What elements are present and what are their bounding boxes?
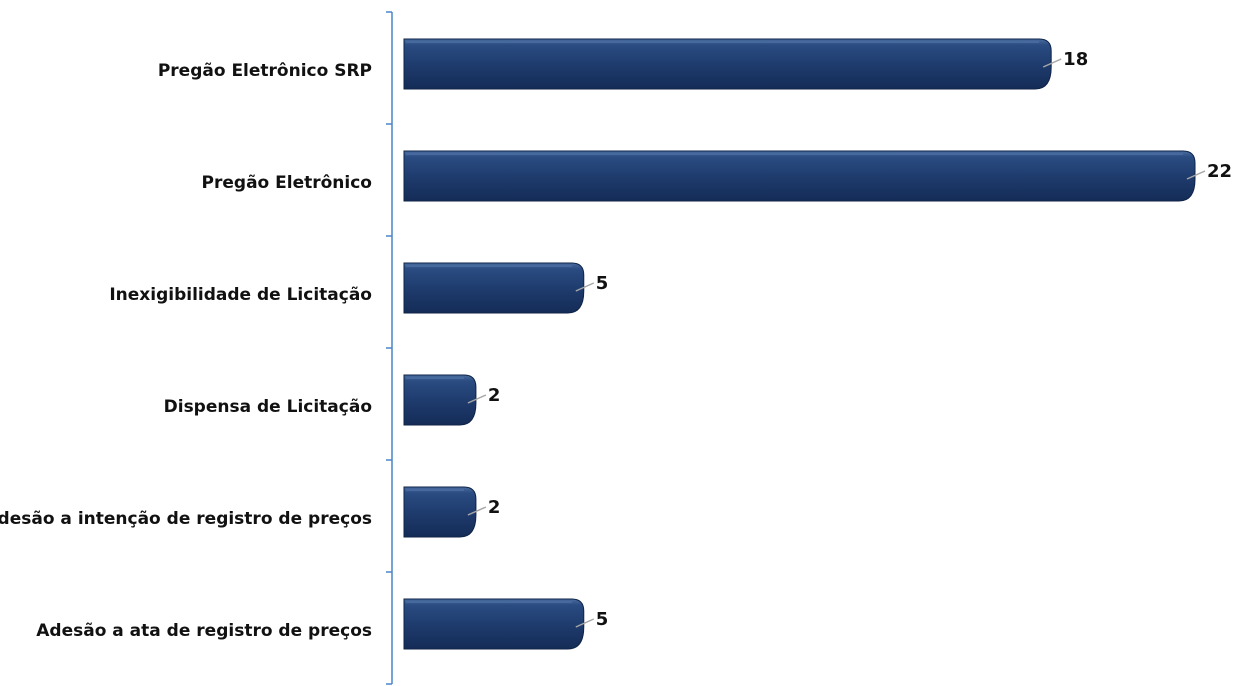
bar (403, 38, 1052, 90)
data-label: 5 (596, 609, 609, 630)
bar-group (403, 598, 595, 650)
bar-group (403, 150, 1206, 202)
data-label: 18 (1063, 49, 1088, 70)
data-label-leader (467, 394, 487, 404)
bar-group (403, 374, 487, 426)
data-label: 5 (596, 273, 609, 294)
category-label: Pregão Eletrônico (202, 173, 372, 193)
bar (403, 486, 477, 538)
bar-group (403, 486, 487, 538)
data-label: 2 (488, 497, 501, 518)
bar (403, 598, 585, 650)
category-label: Inexigibilidade de Licitação (109, 285, 372, 305)
data-label-leader (575, 618, 595, 628)
bar (403, 374, 477, 426)
data-label-leader (1042, 58, 1062, 68)
category-label: Dispensa de Licitação (164, 397, 372, 417)
data-label: 22 (1207, 161, 1232, 182)
data-label-leader (575, 282, 595, 292)
data-label-leader (1186, 170, 1206, 180)
bar-group (403, 262, 595, 314)
bars-layer (403, 38, 1206, 650)
category-label: Adesão a intenção de registro de preços (0, 509, 372, 529)
data-label: 2 (488, 385, 501, 406)
bar (403, 150, 1196, 202)
category-label: Adesão a ata de registro de preços (36, 621, 372, 641)
bar (403, 262, 585, 314)
category-label: Pregão Eletrônico SRP (158, 61, 372, 81)
data-label-leader (467, 506, 487, 516)
axis-layer (386, 11, 393, 685)
bar-group (403, 38, 1062, 90)
